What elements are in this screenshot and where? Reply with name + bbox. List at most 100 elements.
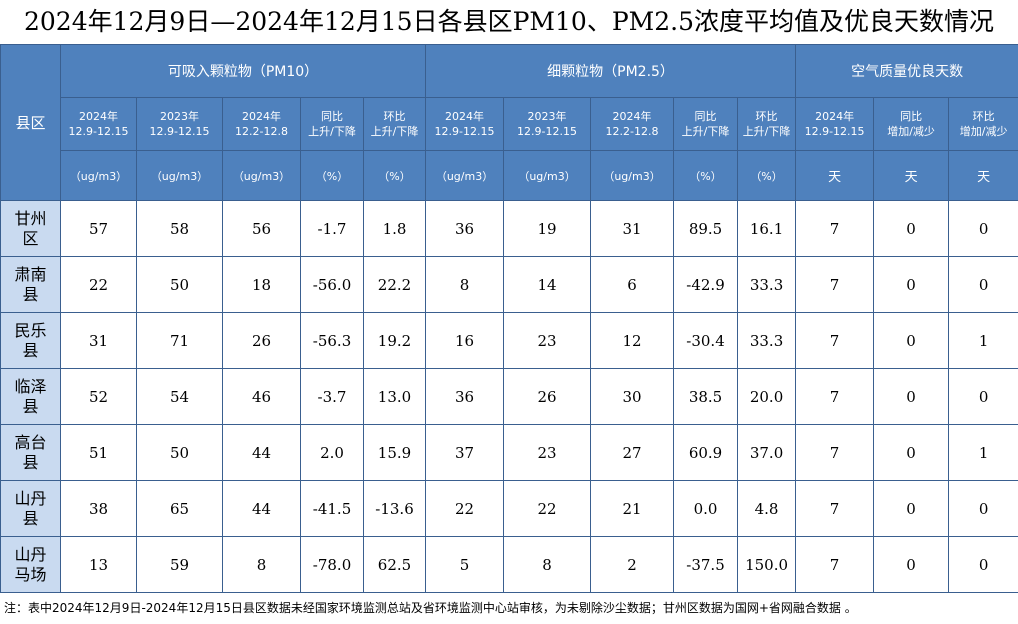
- county-name-text: 山丹县: [14, 488, 47, 528]
- column-header: 同比 上升/下降: [673, 97, 739, 151]
- data-cell: -37.5: [673, 536, 739, 593]
- data-cell: 89.5: [673, 200, 739, 257]
- column-header-line: 上升/下降: [681, 125, 730, 138]
- unit-header: （ug/m3）: [503, 150, 592, 201]
- data-cell: 22: [503, 480, 592, 537]
- data-row: 临泽县 52 54 46 -3.7 13.0 36 26 30 38.5 20.0 7 0 0: [0, 368, 1018, 425]
- data-cell: 19: [503, 200, 592, 257]
- column-header-line: 12.9-12.15: [434, 125, 495, 138]
- data-cell: 51: [60, 424, 137, 481]
- column-header-line: 12.2-12.8: [605, 125, 659, 138]
- unit-header: （%）: [673, 150, 739, 201]
- column-header-line: 环比: [755, 110, 778, 123]
- column-header-line: 同比: [900, 110, 923, 123]
- data-cell: 0: [948, 480, 1018, 537]
- data-cell: 13.0: [362, 368, 427, 425]
- group-header: 可吸入颗粒物（PM10）: [59, 44, 427, 98]
- column-header-line: 2024年: [79, 110, 118, 123]
- data-cell: 62.5: [362, 536, 427, 593]
- data-row: 肃南县 22 50 18 -56.0 22.2 8 14 6 -42.9 33.3 7 0 0: [0, 256, 1018, 313]
- data-cell: 13: [60, 536, 137, 593]
- county-name-text: 高台县: [14, 432, 47, 472]
- data-row: 高台县 51 50 44 2.0 15.9 37 23 27 60.9 37.0 7 0 1: [0, 424, 1018, 481]
- data-cell: 0: [873, 480, 950, 537]
- data-cell: 0: [873, 536, 950, 593]
- data-cell: 5: [425, 536, 505, 593]
- data-cell: 0: [948, 536, 1018, 593]
- data-cell: 21: [590, 480, 675, 537]
- data-cell: -3.7: [300, 368, 364, 425]
- data-cell: 30: [590, 368, 675, 425]
- column-header-line: 上升/下降: [308, 125, 356, 138]
- unit-header: （ug/m3）: [425, 150, 505, 201]
- column-header-line: 2024年: [612, 110, 652, 123]
- data-cell: 0: [948, 256, 1018, 313]
- unit-header: 天: [795, 150, 875, 201]
- column-header: 同比 增加/减少: [873, 97, 950, 151]
- column-header: 2023年 12.9-12.15: [503, 97, 592, 151]
- data-cell: 38.5: [673, 368, 739, 425]
- column-header-line: 2024年: [242, 110, 281, 123]
- county-name: 民乐县: [0, 312, 61, 369]
- data-cell: 6: [590, 256, 675, 313]
- county-name-text: 民乐县: [14, 320, 47, 360]
- unit-header: （%）: [300, 150, 364, 201]
- column-header-line: 2023年: [527, 110, 567, 123]
- column-header-line: 2024年: [815, 110, 855, 123]
- data-cell: 1.8: [362, 200, 427, 257]
- data-cell: 44: [222, 480, 301, 537]
- county-name: 山丹马场: [0, 536, 61, 593]
- data-cell: 7: [795, 480, 875, 537]
- data-cell: 0: [873, 312, 950, 369]
- unit-header: （ug/m3）: [222, 150, 301, 201]
- data-cell: -1.7: [300, 200, 364, 257]
- note: 注：表中2024年12月9日-2024年12月15日县区数据未经国家环境监测总站…: [4, 601, 857, 615]
- data-cell: -42.9: [673, 256, 739, 313]
- group-header: 细颗粒物（PM2.5）: [425, 44, 797, 98]
- county-name: 甘州区: [0, 200, 61, 257]
- unit-header: 天: [948, 150, 1018, 201]
- county-name: 肃南县: [0, 256, 61, 313]
- table: 县区 可吸入颗粒物（PM10） 细颗粒物（PM2.5） 空气质量优良天数 2024年 12…: [0, 44, 1018, 593]
- data-cell: 12: [590, 312, 675, 369]
- data-cell: 37: [425, 424, 505, 481]
- data-cell: 7: [795, 536, 875, 593]
- data-cell: 7: [795, 200, 875, 257]
- data-cell: 38: [60, 480, 137, 537]
- unit-header: （ug/m3）: [60, 150, 137, 201]
- data-cell: 16.1: [737, 200, 797, 257]
- column-header-line: 环比: [383, 110, 406, 123]
- data-cell: 7: [795, 424, 875, 481]
- data-cell: 0: [873, 424, 950, 481]
- data-cell: 14: [503, 256, 592, 313]
- data-cell: 65: [136, 480, 223, 537]
- data-cell: 52: [60, 368, 137, 425]
- data-cell: 33.3: [737, 256, 797, 313]
- data-cell: 59: [136, 536, 223, 593]
- data-cell: 26: [503, 368, 592, 425]
- data-cell: 8: [425, 256, 505, 313]
- data-cell: 33.3: [737, 312, 797, 369]
- data-cell: 44: [222, 424, 301, 481]
- column-header-line: 12.9-12.15: [149, 125, 210, 138]
- data-cell: 4.8: [737, 480, 797, 537]
- county-name: 临泽县: [0, 368, 61, 425]
- data-cell: -41.5: [300, 480, 364, 537]
- data-cell: 26: [222, 312, 301, 369]
- column-header-line: 12.9-12.15: [517, 125, 577, 138]
- data-cell: 1: [948, 424, 1018, 481]
- column-header-line: 环比: [972, 110, 995, 123]
- data-cell: -56.3: [300, 312, 364, 369]
- data-row: 山丹县 38 65 44 -41.5 -13.6 22 22 21 0.0 4.8 7 0 0: [0, 480, 1018, 537]
- data-cell: 23: [503, 312, 592, 369]
- column-header: 环比 上升/下降: [737, 97, 797, 151]
- data-cell: 56: [222, 200, 301, 257]
- data-cell: 8: [222, 536, 301, 593]
- data-cell: 2: [590, 536, 675, 593]
- data-row: 甘州区 57 58 56 -1.7 1.8 36 19 31 89.5 16.1 7 0 0: [0, 200, 1018, 257]
- data-cell: 18: [222, 256, 301, 313]
- data-cell: 36: [425, 368, 505, 425]
- group-header: 空气质量优良天数: [795, 44, 1018, 98]
- data-cell: 58: [136, 200, 223, 257]
